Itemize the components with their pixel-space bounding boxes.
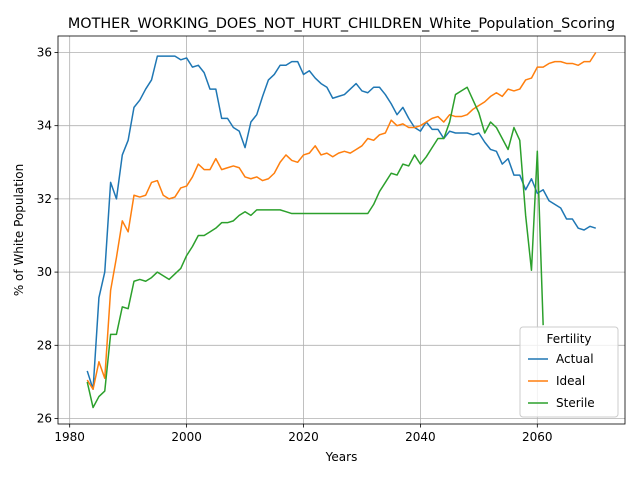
y-tick-label: 26 bbox=[37, 412, 52, 426]
y-tick-label: 28 bbox=[37, 338, 52, 352]
y-tick-label: 34 bbox=[37, 119, 52, 133]
legend-box bbox=[519, 326, 619, 418]
y-tick-label: 32 bbox=[37, 192, 52, 206]
gridlines bbox=[58, 36, 625, 424]
series-lines bbox=[86, 52, 597, 409]
axis-ticks: 1980 2000 2020 2040 2060 26 28 30 32 34 36 bbox=[37, 45, 553, 444]
series-line-actual bbox=[86, 55, 596, 390]
legend: Fertility Actual Ideal Sterile bbox=[519, 326, 619, 418]
x-tick-label: 2060 bbox=[522, 430, 553, 444]
legend-label-sterile: Sterile bbox=[556, 396, 595, 410]
legend-entries: Actual Ideal Sterile bbox=[528, 352, 595, 410]
x-tick-label: 1980 bbox=[54, 430, 85, 444]
y-axis-label: % of White Population bbox=[12, 164, 26, 296]
legend-title: Fertility bbox=[546, 332, 591, 346]
legend-label-ideal: Ideal bbox=[556, 374, 585, 388]
x-tick-label: 2020 bbox=[288, 430, 319, 444]
chart-title: MOTHER_WORKING_DOES_NOT_HURT_CHILDREN_Wh… bbox=[68, 16, 615, 32]
series-line-ideal bbox=[86, 52, 597, 390]
plot-frame bbox=[57, 35, 626, 425]
x-tick-label: 2040 bbox=[405, 430, 436, 444]
y-tick-label: 30 bbox=[37, 265, 52, 279]
y-tick-label: 36 bbox=[37, 45, 52, 59]
x-axis-label: Years bbox=[325, 450, 358, 464]
x-tick-label: 2000 bbox=[171, 430, 202, 444]
legend-label-actual: Actual bbox=[556, 352, 594, 366]
series-line-sterile bbox=[86, 86, 544, 409]
